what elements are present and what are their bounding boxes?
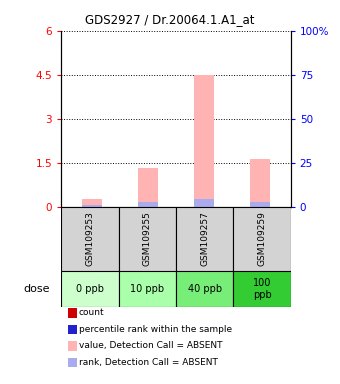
Text: 40 ppb: 40 ppb	[188, 284, 222, 294]
Bar	[194, 76, 214, 207]
Text: GSM109257: GSM109257	[200, 212, 209, 266]
Bar	[82, 205, 102, 207]
Bar	[82, 199, 102, 207]
Bar	[61, 207, 119, 271]
Bar	[61, 271, 119, 307]
Text: 100
ppb: 100 ppb	[253, 278, 271, 300]
Bar	[138, 167, 158, 207]
Bar	[233, 207, 291, 271]
Bar	[250, 202, 270, 207]
Text: GSM109255: GSM109255	[143, 212, 152, 266]
Bar	[194, 199, 214, 207]
Text: dose: dose	[23, 284, 50, 294]
Bar	[176, 271, 233, 307]
Bar	[176, 207, 233, 271]
Text: 10 ppb: 10 ppb	[130, 284, 164, 294]
Bar	[138, 202, 158, 207]
Text: value, Detection Call = ABSENT: value, Detection Call = ABSENT	[79, 341, 222, 351]
Text: rank, Detection Call = ABSENT: rank, Detection Call = ABSENT	[79, 358, 218, 367]
Bar	[119, 271, 176, 307]
Text: 0 ppb: 0 ppb	[76, 284, 104, 294]
Text: percentile rank within the sample: percentile rank within the sample	[79, 325, 232, 334]
Bar	[119, 207, 176, 271]
Bar	[233, 271, 291, 307]
Text: GDS2927 / Dr.20064.1.A1_at: GDS2927 / Dr.20064.1.A1_at	[85, 13, 255, 26]
Bar	[250, 159, 270, 207]
Text: GSM109253: GSM109253	[85, 212, 95, 266]
Text: GSM109259: GSM109259	[257, 212, 267, 266]
Text: count: count	[79, 308, 104, 318]
